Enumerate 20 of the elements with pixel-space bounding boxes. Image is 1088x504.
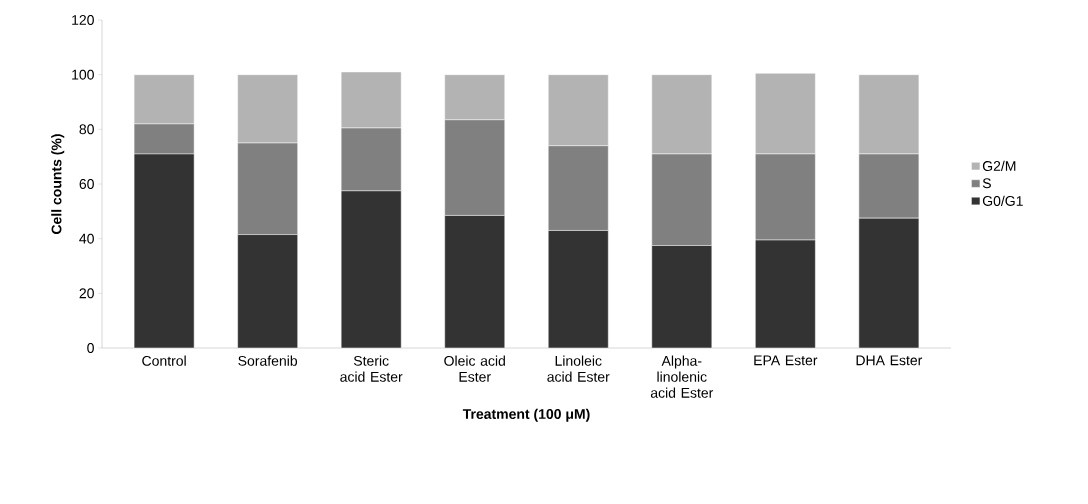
x-tick-label: Alpha-linolenic acid Ester xyxy=(650,355,714,398)
x-axis-title: Treatment (100 μM) xyxy=(462,408,590,422)
y-tick-label: 100 xyxy=(72,69,94,80)
x-tick-label: Sorafenib xyxy=(238,355,298,366)
y-axis-title: Cell counts (%) xyxy=(51,134,65,234)
legend-label: G2/M xyxy=(982,160,1016,171)
y-tick-label: 40 xyxy=(79,233,94,244)
x-tick-label: Control xyxy=(142,355,186,366)
x-tick-label: EPA Ester xyxy=(754,355,818,366)
x-tick-label: Linoleic acid Ester xyxy=(547,355,610,382)
y-tick-label: 60 xyxy=(79,179,94,189)
y-tick-label: 20 xyxy=(79,288,94,299)
x-tick-label: Oleic acid Ester xyxy=(444,355,505,382)
x-tick-label: DHA Ester xyxy=(856,355,923,366)
legend-label: G0/G1 xyxy=(982,195,1023,206)
x-tick-label: Steric acid Ester xyxy=(340,355,403,382)
y-tick-label: 120 xyxy=(72,15,94,25)
legend-label: S xyxy=(982,178,991,189)
y-tick-label: 0 xyxy=(87,343,94,353)
y-tick-label: 80 xyxy=(79,124,94,135)
